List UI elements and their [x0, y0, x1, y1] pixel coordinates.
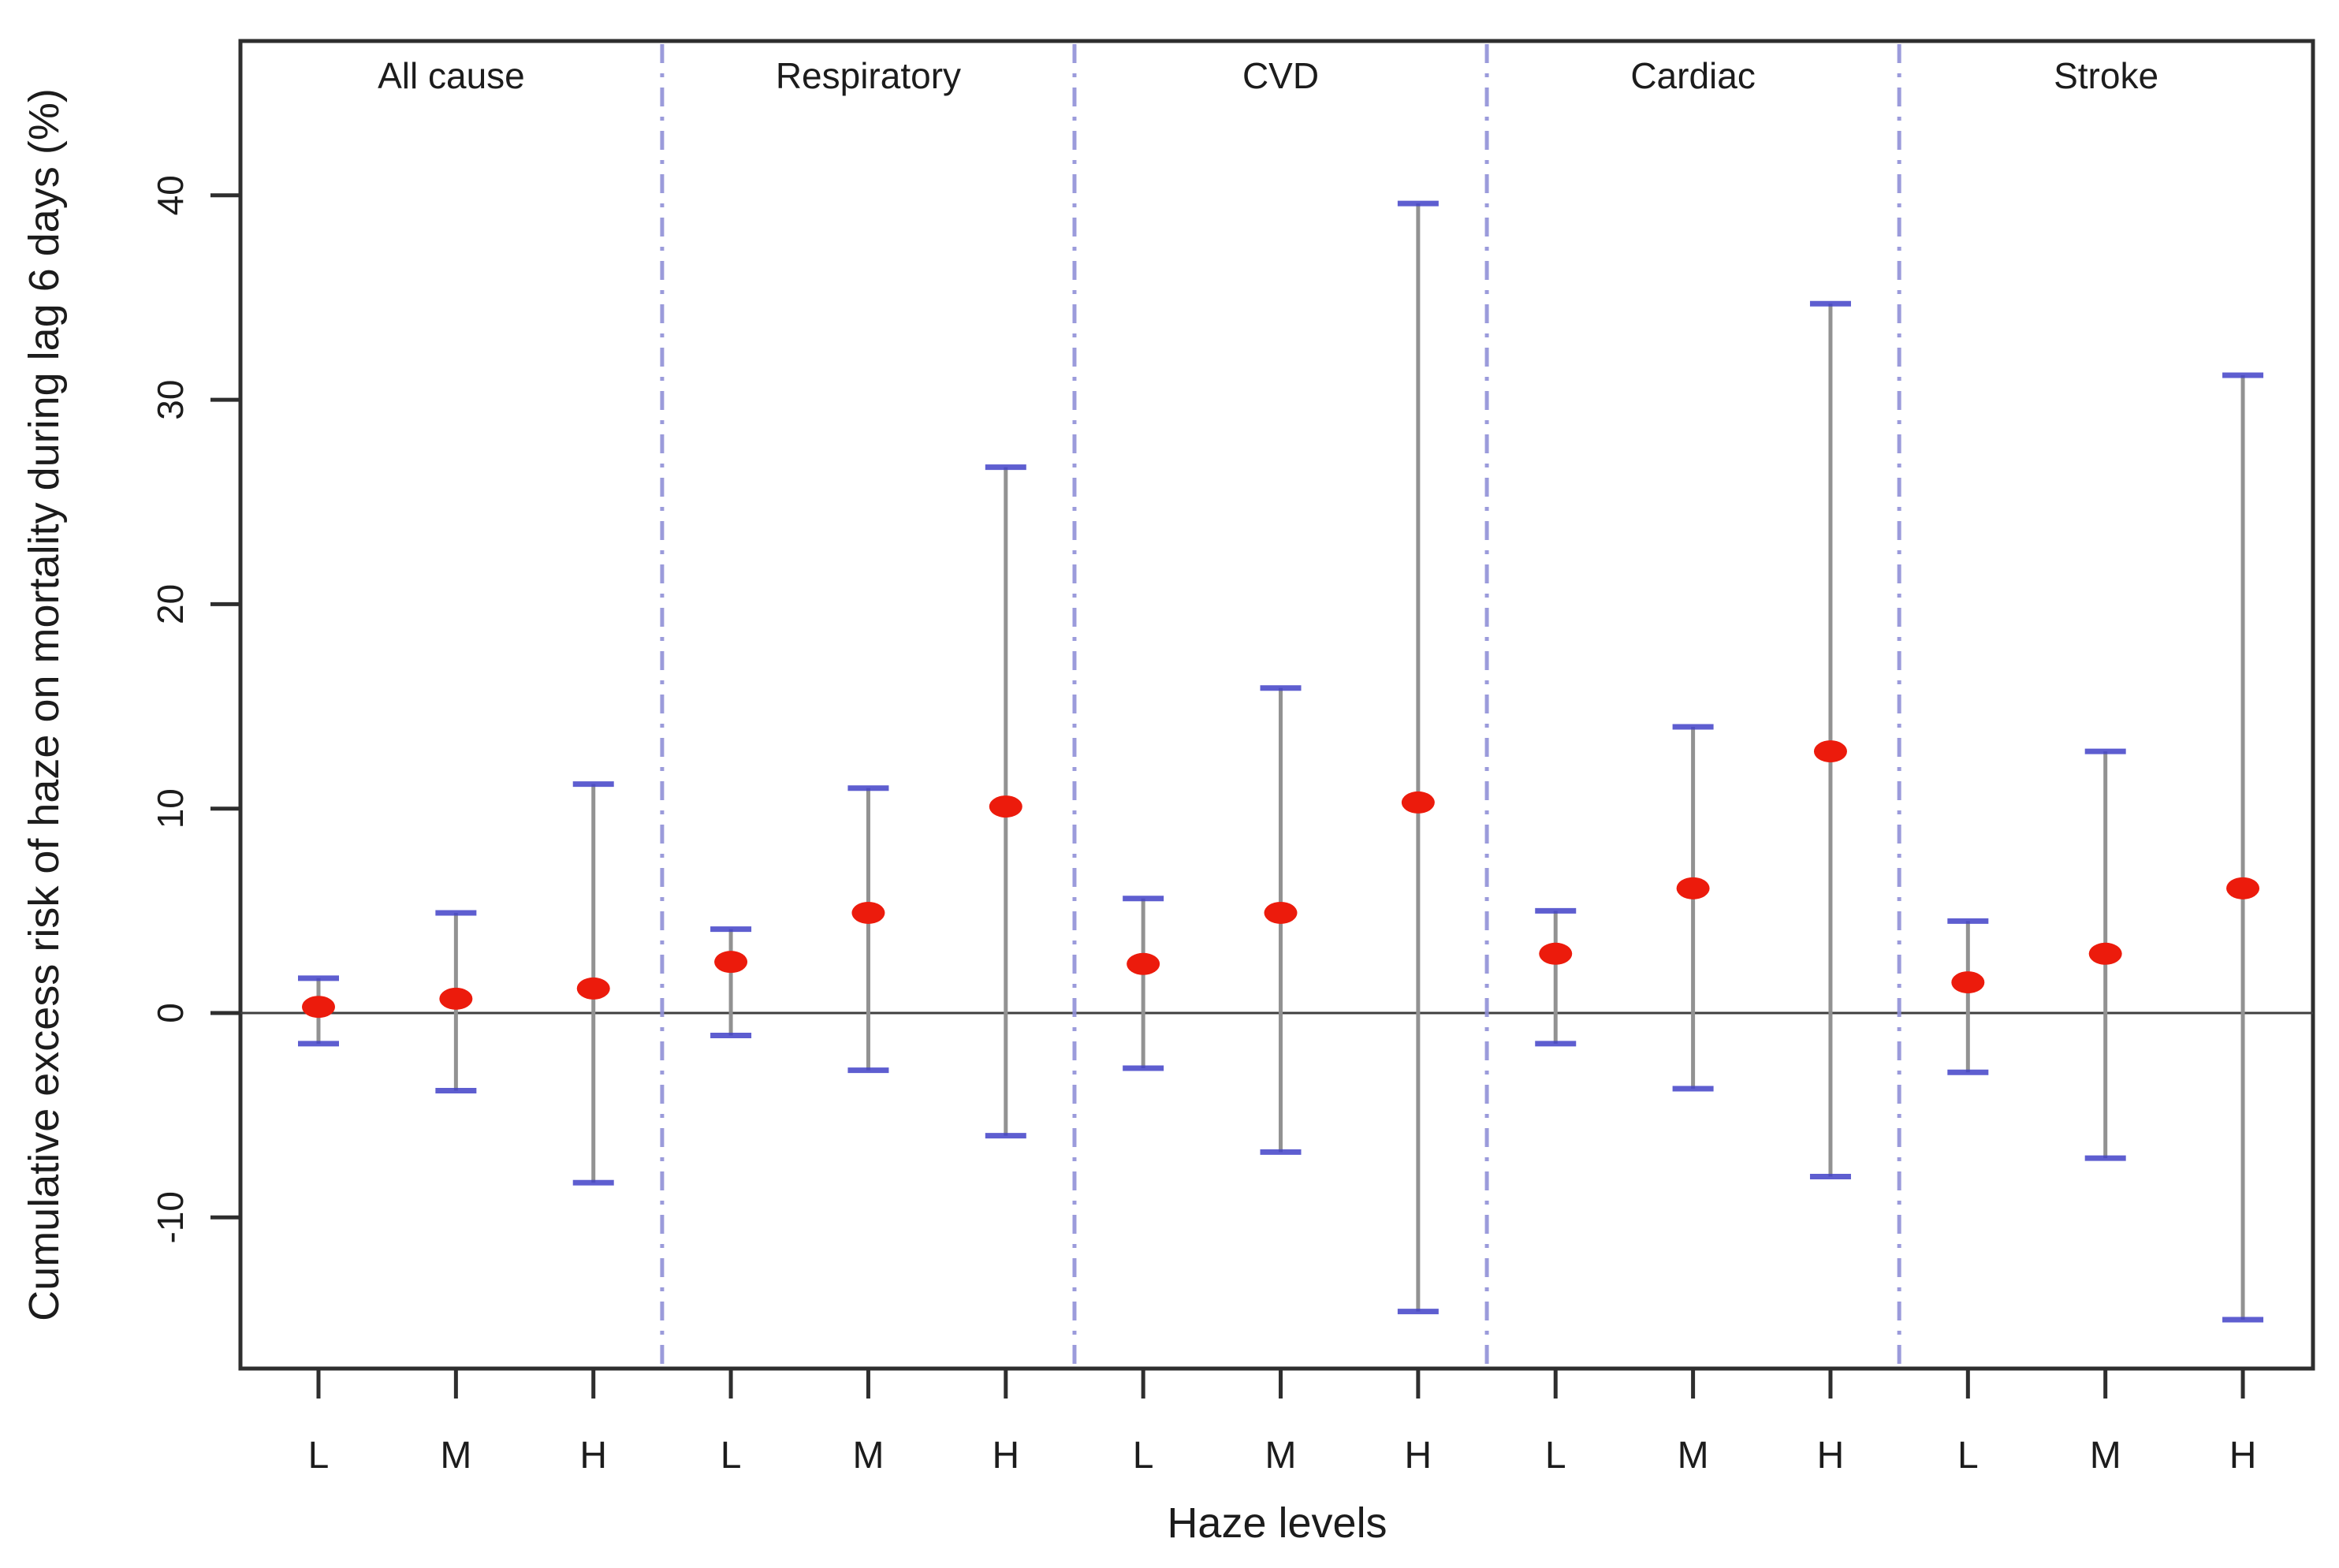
- x-tick-label: L: [721, 1435, 742, 1477]
- x-tick-label: H: [579, 1435, 607, 1477]
- group-label: Stroke: [2054, 55, 2158, 96]
- group-label: Respiratory: [776, 55, 961, 96]
- data-point: [2226, 877, 2260, 899]
- data-point: [1951, 971, 1985, 994]
- group-label: Cardiac: [1630, 55, 1756, 96]
- data-point: [1127, 952, 1160, 975]
- plot-border: [238, 39, 2315, 1371]
- data-point: [1813, 740, 1847, 763]
- data-point: [714, 951, 748, 974]
- data-point: [1539, 942, 1573, 965]
- data-point: [1264, 901, 1298, 924]
- x-tick-label: M: [1265, 1435, 1297, 1477]
- data-point: [2088, 942, 2122, 965]
- y-tick-label: 0: [150, 1003, 191, 1023]
- x-tick-label: H: [2229, 1435, 2257, 1477]
- x-tick-label: H: [1405, 1435, 1432, 1477]
- x-tick-label: L: [1957, 1435, 1979, 1477]
- x-tick-label: H: [1817, 1435, 1845, 1477]
- x-tick-label: L: [308, 1435, 330, 1477]
- data-point: [576, 977, 610, 1000]
- data-point: [851, 901, 885, 924]
- y-axis-title: Cumulative excess risk of haze on mortal…: [20, 88, 68, 1321]
- chart-layer: -10 0 10 20 30 40 All cause L M H Respiratory L M H CV…: [150, 39, 2315, 1477]
- data-point: [1676, 877, 1710, 899]
- x-tick-label: M: [852, 1435, 884, 1477]
- x-tick-label: M: [1678, 1435, 1709, 1477]
- data-point: [439, 987, 473, 1010]
- group-label: CVD: [1242, 55, 1319, 96]
- x-tick-label: M: [440, 1435, 471, 1477]
- y-tick-label: 40: [150, 175, 191, 215]
- x-tick-label: H: [992, 1435, 1019, 1477]
- x-tick-label: L: [1545, 1435, 1566, 1477]
- x-tick-label: M: [2090, 1435, 2121, 1477]
- data-point: [302, 996, 335, 1019]
- y-tick-label: 10: [150, 788, 191, 829]
- y-tick-label: -10: [150, 1191, 191, 1243]
- y-tick-label: 30: [150, 380, 191, 420]
- x-axis-title: Haze levels: [1167, 1499, 1387, 1547]
- y-tick-label: 20: [150, 584, 191, 624]
- data-point: [989, 795, 1022, 818]
- x-tick-label: L: [1133, 1435, 1154, 1477]
- group-label: All cause: [378, 55, 525, 96]
- data-point: [1401, 791, 1435, 814]
